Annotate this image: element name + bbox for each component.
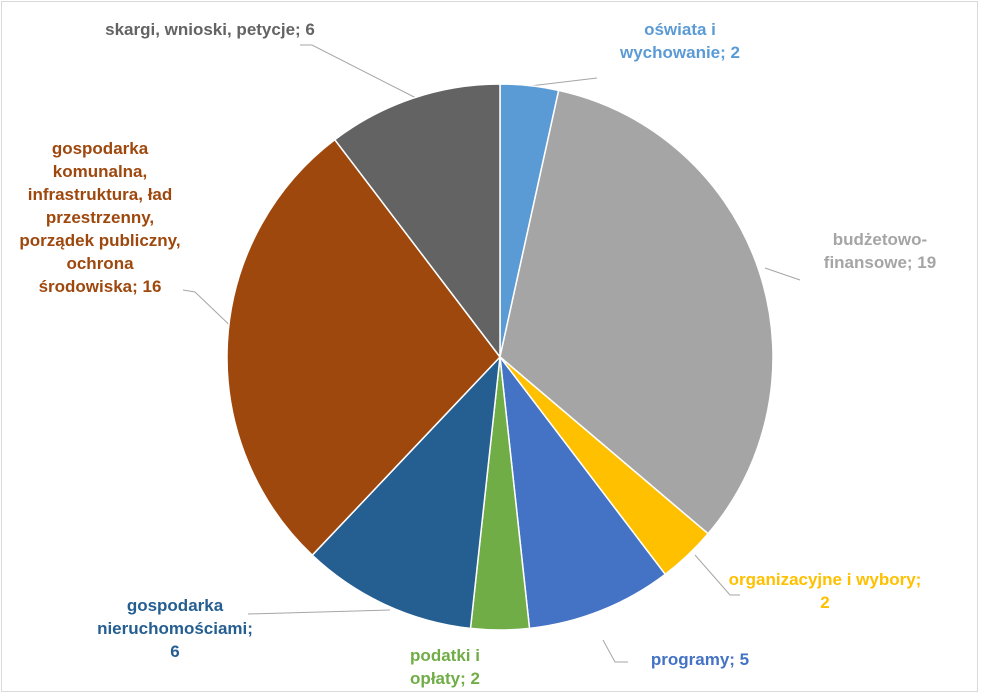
data-label: podatki i opłaty; 2 (410, 646, 480, 688)
leader-line (764, 267, 801, 281)
leader-line (300, 44, 421, 101)
leader-lines (182, 44, 801, 663)
leader-line (182, 289, 241, 336)
data-label: oświata i wychowanie; 2 (620, 20, 740, 62)
data-label: gospodarka komunalna, infrastruktura, ła… (19, 139, 181, 296)
data-label: gospodarka nieruchomościami; 6 (97, 596, 253, 661)
slice (226, 138, 501, 557)
slice (498, 354, 667, 630)
slices (226, 83, 774, 631)
leader-line (602, 639, 628, 663)
slice (311, 354, 501, 630)
data-label: budżetowo-finansowe; 19 (823, 230, 937, 272)
leader-line (694, 554, 740, 596)
data-label: skargi, wnioski, petycje; 6 (105, 20, 315, 39)
slice (333, 83, 501, 360)
slice (499, 89, 774, 535)
leader-line (247, 609, 391, 615)
data-label: programy; 5 (650, 650, 750, 669)
data-label: organizacyjne i wybory; 2 (728, 570, 922, 612)
leader-line (529, 77, 598, 87)
